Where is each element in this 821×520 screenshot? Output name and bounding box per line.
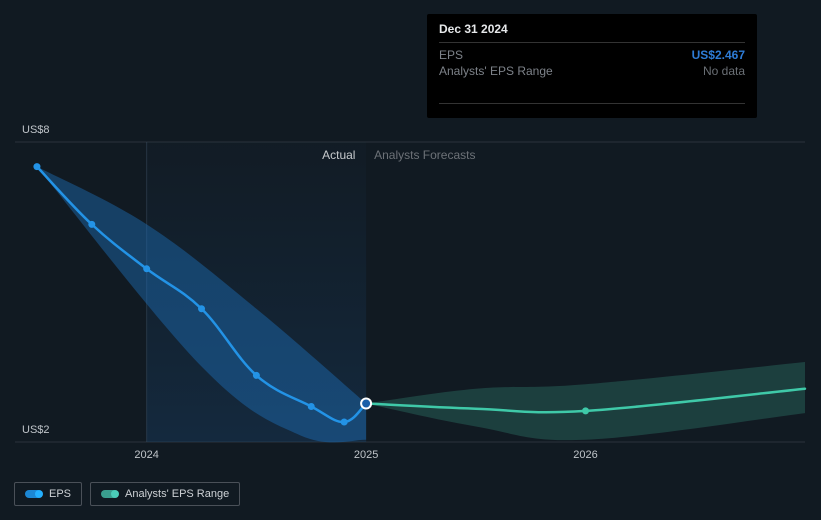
tooltip-value: No data <box>703 64 745 78</box>
eps-forecast-chart: US$8 US$2 2024 2025 2026 Actual Analysts Fo… <box>0 0 821 520</box>
legend-swatch-eps <box>25 490 41 498</box>
legend-item-eps[interactable]: EPS <box>14 482 82 506</box>
chart-legend: EPS Analysts' EPS Range <box>14 482 240 506</box>
legend-item-analysts-range[interactable]: Analysts' EPS Range <box>90 482 240 506</box>
tooltip-divider <box>439 103 745 104</box>
tooltip-label: Analysts' EPS Range <box>439 64 553 78</box>
chart-tooltip: Dec 31 2024 EPS US$2.467 Analysts' EPS R… <box>427 14 757 118</box>
tooltip-date: Dec 31 2024 <box>439 22 745 43</box>
x-axis-tick-label: 2025 <box>354 449 378 461</box>
region-label-forecast: Analysts Forecasts <box>374 148 475 162</box>
legend-label: Analysts' EPS Range <box>125 488 229 500</box>
y-axis-tick-label: US$8 <box>22 124 50 136</box>
x-axis-tick-label: 2026 <box>573 449 597 461</box>
y-axis-tick-label: US$2 <box>22 424 50 436</box>
legend-swatch-range <box>101 490 117 498</box>
x-axis-tick-label: 2024 <box>134 449 158 461</box>
tooltip-row-range: Analysts' EPS Range No data <box>439 63 745 79</box>
tooltip-row-eps: EPS US$2.467 <box>439 47 745 63</box>
region-label-actual: Actual <box>322 148 355 162</box>
legend-label: EPS <box>49 488 71 500</box>
tooltip-label: EPS <box>439 48 463 62</box>
tooltip-value: US$2.467 <box>692 48 745 62</box>
